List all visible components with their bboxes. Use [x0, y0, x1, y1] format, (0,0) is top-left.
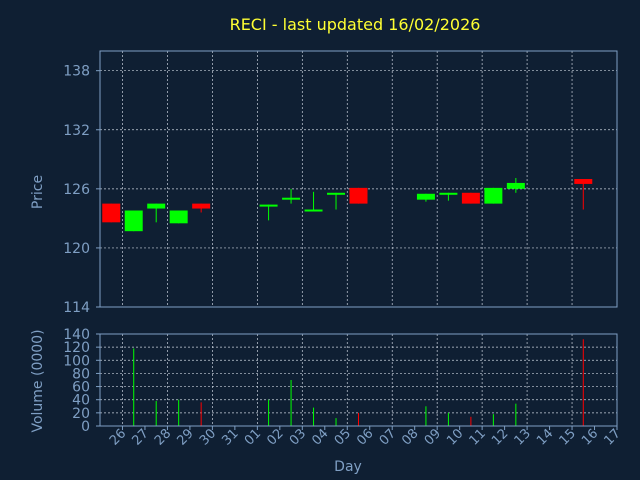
x-tick-label: 26: [107, 426, 129, 448]
x-tick-label: 13: [512, 426, 534, 448]
x-tick-label: 14: [534, 426, 556, 448]
volume-tick-label: 80: [72, 366, 90, 382]
candle-body: [147, 203, 166, 209]
volume-grid: [100, 333, 617, 427]
candle-body: [439, 192, 458, 195]
candle-body: [304, 209, 323, 212]
candle-body: [506, 182, 525, 189]
candle-body: [327, 192, 346, 195]
x-tick-label: 01: [242, 426, 264, 448]
price-tick-label: 120: [63, 241, 90, 257]
price-candles: [102, 178, 593, 232]
x-tick-label: 28: [152, 426, 174, 448]
x-tick-label: 12: [489, 426, 511, 448]
price-tick-label: 132: [63, 123, 90, 139]
x-tick-label: 03: [287, 426, 309, 448]
chart-title: RECI - last updated 16/02/2026: [230, 15, 481, 34]
volume-axis-label: Volume (0000): [30, 329, 46, 432]
x-axis-ticks: 26 27 28 29 30 31 01 02 03 04 05 06 07 08 09 10 11 12 13 14…: [107, 426, 624, 449]
volume-tick-label: 120: [63, 340, 90, 356]
candle-body: [484, 187, 503, 204]
volume-tick-label: 60: [72, 380, 90, 396]
price-tick-label: 138: [63, 64, 90, 80]
price-frame: [99, 50, 618, 308]
volume-tick-label: 0: [81, 419, 90, 435]
candle-body: [282, 197, 301, 200]
candle-body: [349, 187, 368, 204]
x-tick-label: 07: [377, 426, 399, 448]
volume-tick-label: 140: [63, 327, 90, 343]
volume-frame: [99, 333, 618, 427]
x-tick-label: 15: [557, 426, 579, 448]
candle-body: [192, 203, 211, 209]
volume-bars: [133, 339, 584, 426]
price-y-ticks: 138 132 126 120 114: [63, 64, 100, 316]
x-tick-label: 10: [444, 426, 466, 448]
price-grid: [100, 51, 617, 308]
candle-body: [102, 203, 121, 223]
x-tick-label: 09: [422, 426, 444, 448]
x-tick-label: 30: [197, 426, 219, 448]
candle-body: [259, 204, 278, 207]
x-tick-label: 16: [579, 426, 601, 448]
candle-body: [461, 192, 480, 204]
price-panel: 138 132 126 120 114 Price: [30, 50, 618, 316]
x-tick-label: 29: [174, 426, 196, 448]
price-tick-label: 126: [63, 182, 90, 198]
price-tick-label: 114: [63, 300, 90, 316]
x-tick-label: 06: [354, 426, 376, 448]
candle-body: [124, 210, 143, 232]
x-tick-label: 11: [467, 426, 489, 448]
volume-tick-label: 20: [72, 406, 90, 422]
candle-body: [416, 193, 435, 200]
x-tick-label: 02: [264, 426, 286, 448]
candle-body: [574, 179, 593, 184]
candle-body: [169, 210, 188, 224]
x-tick-label: 05: [332, 426, 354, 448]
x-tick-label: 08: [399, 426, 421, 448]
x-tick-label: 27: [129, 426, 151, 448]
price-axis-label: Price: [30, 175, 46, 209]
x-axis-label: Day: [334, 459, 362, 475]
x-tick-label: 31: [219, 426, 241, 448]
x-tick-label: 04: [309, 426, 331, 448]
volume-tick-label: 100: [63, 353, 90, 369]
x-tick-label: 17: [602, 426, 624, 448]
volume-tick-label: 40: [72, 393, 90, 409]
